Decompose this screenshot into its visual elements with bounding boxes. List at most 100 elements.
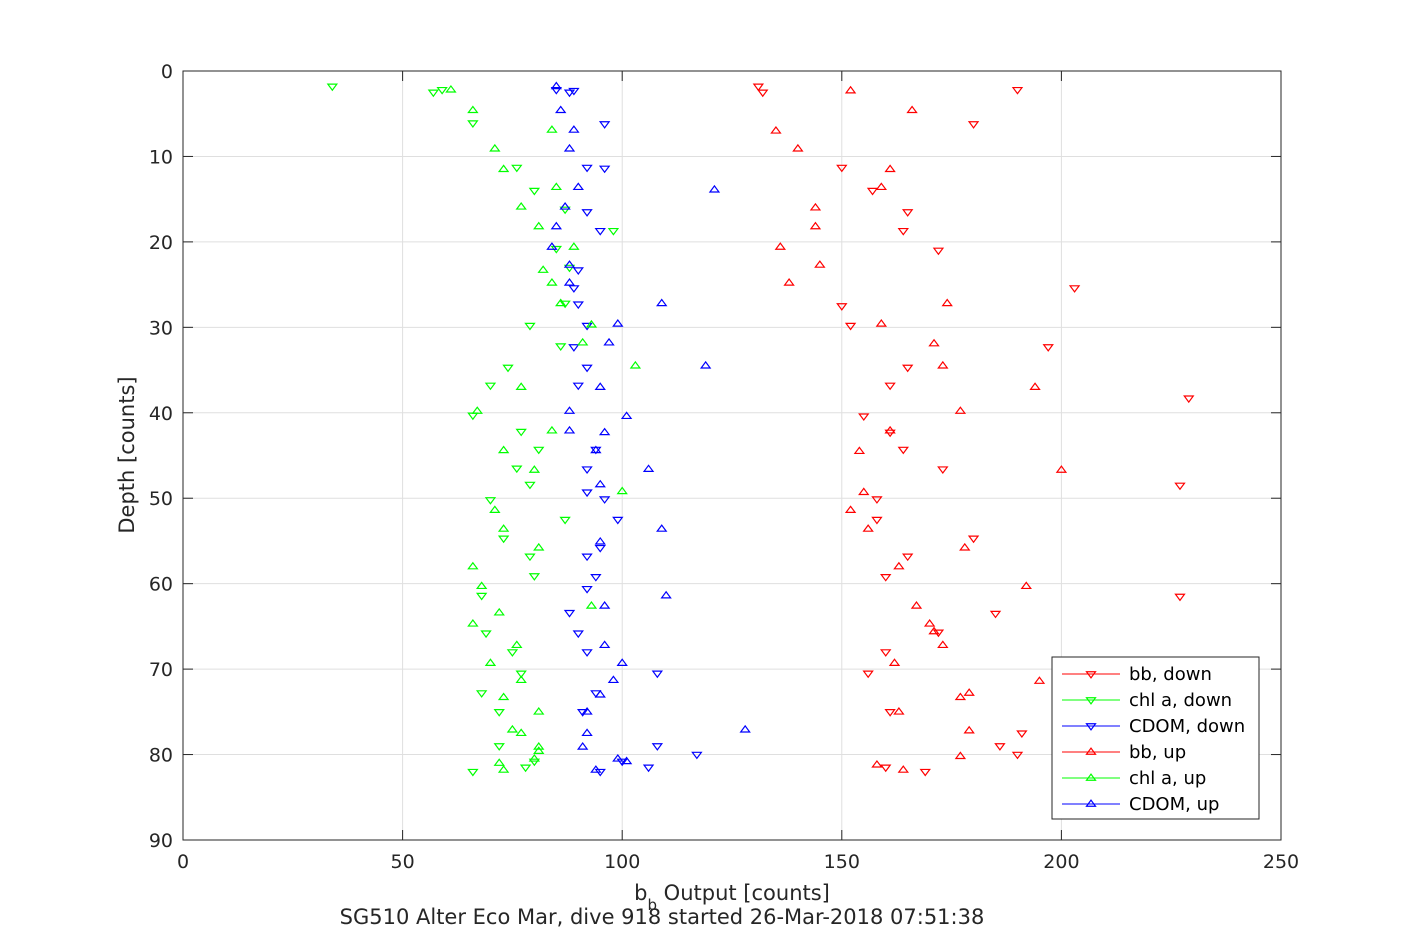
point-chl-a-up [511,640,523,649]
point-cdom-down [590,574,602,582]
point-cdom-up [616,658,628,666]
point-bb-up [770,125,782,134]
legend-marker-bb-down [1085,671,1097,679]
point-cdom-down [642,764,655,773]
legend-marker-chl-a-down [1085,697,1097,705]
x-tick-label: 150 [824,851,860,873]
point-bb-down [901,209,914,217]
point-cdom-up [620,411,633,420]
point-cdom-up [594,479,606,488]
x-axis-label-rest: Output [counts] [657,881,830,905]
point-cdom-down [568,344,580,352]
point-cdom-down [581,585,593,594]
point-chl-a-down [436,86,448,95]
figure-caption: SG510 Alter Eco Mar, dive 918 started 26… [340,905,985,929]
x-tick-label: 0 [177,851,189,873]
point-chl-a-up [555,298,567,307]
point-cdom-down [581,649,593,657]
x-tick-label: 50 [391,851,415,873]
point-chl-a-down [427,89,440,98]
y-tick-label: 50 [149,488,173,510]
point-cdom-down [563,89,576,98]
legend-marker-cdom-up [1085,799,1097,807]
point-bb-up [875,182,888,191]
point-bb-up [954,751,967,760]
point-cdom-up [576,742,589,750]
point-bb-up [884,164,896,173]
point-chl-a-down [519,764,532,773]
point-bb-down [994,743,1006,751]
legend-label-bb-down: bb, down [1129,664,1212,685]
point-chl-a-up [515,675,527,684]
point-chl-a-down [524,553,536,562]
legend-marker-cdom-down [1085,723,1097,731]
point-chl-a-up [471,406,483,414]
point-chl-a-up [515,202,527,210]
point-bb-up [937,360,949,369]
point-chl-a-up [550,182,563,191]
point-cdom-down [581,364,593,373]
point-chl-a-up [528,465,541,473]
point-chl-a-down [484,497,497,505]
point-cdom-up [563,406,576,414]
point-chl-a-down [528,758,541,767]
point-chl-a-up [493,758,505,766]
point-cdom-up [708,184,721,193]
point-chl-a-up [568,242,580,250]
point-bb-up [888,658,901,666]
point-cdom-down [598,121,611,129]
point-cdom-down [581,466,593,475]
point-bb-up [923,618,936,627]
point-cdom-up [563,425,576,434]
point-cdom-down [581,489,593,498]
point-cdom-up [612,319,624,327]
point-bb-down [1068,285,1081,293]
point-cdom-up [598,427,611,436]
point-chl-a-down [607,227,620,236]
point-bb-up [963,688,975,696]
y-tick-label: 30 [149,317,173,339]
point-bb-down [1011,86,1024,95]
y-tick-label: 0 [161,61,173,83]
point-cdom-down [563,609,576,618]
point-chl-a-up [533,706,545,715]
point-cdom-up [590,445,602,454]
point-chl-a-up [537,265,549,273]
point-cdom-up [656,298,668,307]
point-chl-a-down [559,206,571,215]
point-bb-up [1055,465,1068,473]
point-bb-up [858,487,870,496]
point-bb-down [836,303,848,311]
point-bb-down [862,670,874,679]
y-tick-label: 90 [149,830,173,852]
point-chl-a-up [497,445,510,454]
point-cdom-down [594,227,606,236]
point-cdom-up [563,278,576,286]
point-chl-a-down [475,592,488,601]
point-chl-a-up [533,221,545,230]
point-chl-a-up [497,765,510,773]
point-cdom-up [699,360,712,369]
point-chl-a-down [475,690,488,698]
point-chl-a-down [524,481,536,490]
data-points [326,81,1195,777]
point-cdom-down [598,496,611,504]
point-chl-a-down [493,709,505,717]
point-bb-up [893,706,905,715]
point-bb-up [844,85,857,94]
y-tick-label: 80 [149,745,173,767]
point-bb-down [967,535,980,544]
legend-marker-bb-up [1085,747,1097,755]
point-bb-up [941,298,953,307]
point-cdom-down [598,165,611,174]
point-chl-a-up [493,607,505,616]
point-bb-down [1011,751,1024,760]
point-chl-a-up [506,724,519,733]
point-cdom-down [550,86,563,95]
point-chl-a-down [467,120,479,128]
point-chl-a-up [497,524,510,532]
x-axis-label-subscript: b [647,896,657,914]
point-bb-up [893,561,905,570]
point-chl-a-up [475,581,488,590]
